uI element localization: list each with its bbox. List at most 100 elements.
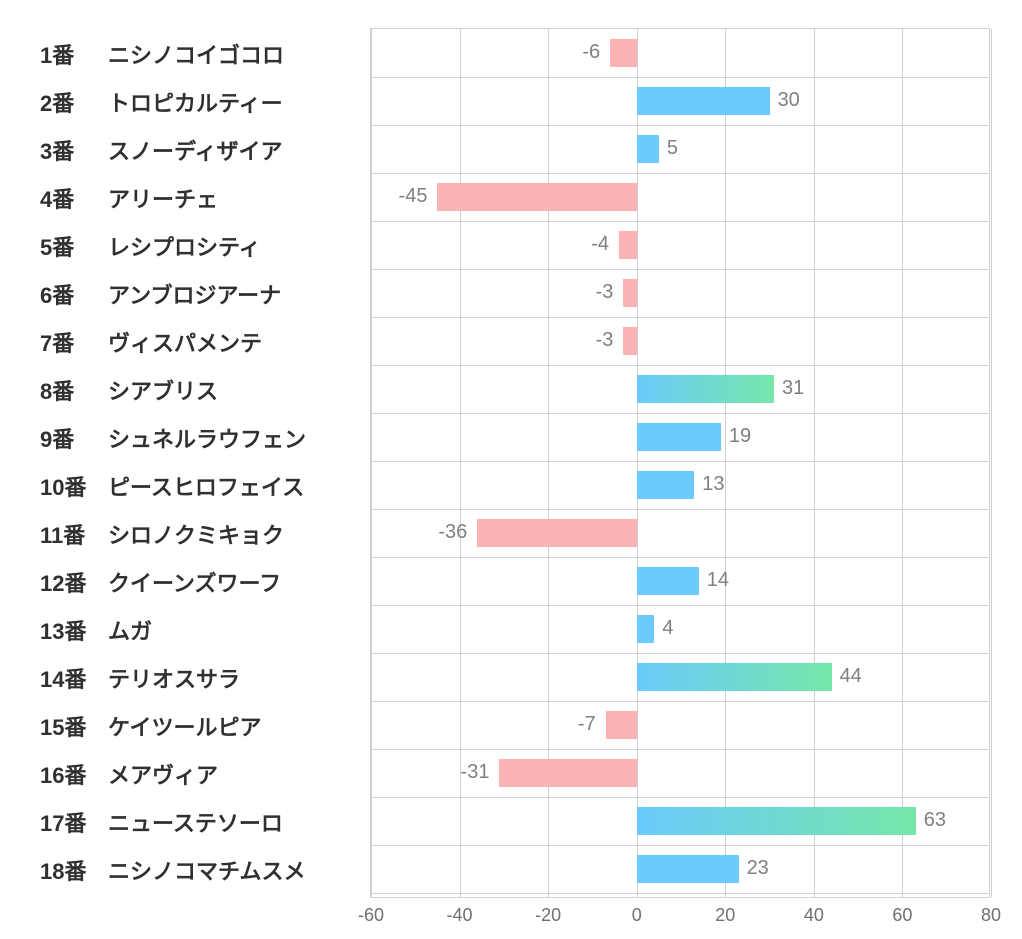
x-tick-label: 0	[632, 897, 642, 926]
bar	[637, 855, 739, 883]
bar	[637, 135, 659, 163]
gridline-horizontal	[371, 317, 989, 318]
entry-name: アンブロジアーナ	[108, 278, 281, 310]
entry-name: ニューステソーロ	[108, 806, 283, 838]
x-tick-label: -40	[447, 897, 473, 926]
gridline-horizontal	[371, 557, 989, 558]
entry-name: レシプロシティ	[108, 230, 261, 262]
bar	[619, 231, 637, 259]
entry-name: テリオスサラ	[108, 662, 240, 694]
gridline-horizontal	[371, 797, 989, 798]
x-tick-label: -20	[535, 897, 561, 926]
bar	[437, 183, 636, 211]
gridline-vertical	[725, 29, 726, 897]
bar	[637, 807, 916, 835]
bar-value-label: -45	[399, 185, 428, 208]
x-tick-label: 80	[981, 897, 1001, 926]
bar-value-label: 13	[702, 473, 724, 496]
entry-name: トロピカルティー	[108, 86, 283, 118]
entry-name: ニシノコイゴコロ	[108, 38, 284, 70]
entry-name: クイーンズワーフ	[108, 566, 281, 598]
gridline-horizontal	[371, 221, 989, 222]
entry-number: 18番	[40, 854, 86, 886]
bar-value-label: 31	[782, 377, 804, 400]
entry-number: 9番	[40, 422, 74, 454]
bar	[637, 87, 770, 115]
entry-name: ピースヒロフェイス	[108, 470, 304, 502]
entry-name: ムガ	[108, 614, 152, 646]
bar-value-label: -31	[461, 761, 490, 784]
entry-number: 4番	[40, 182, 74, 214]
entry-number: 3番	[40, 134, 74, 166]
gridline-horizontal	[371, 461, 989, 462]
gridline-horizontal	[371, 173, 989, 174]
bar	[610, 39, 637, 67]
bar	[623, 279, 636, 307]
bar-value-label: 63	[924, 809, 946, 832]
gridline-vertical	[902, 29, 903, 897]
bar-value-label: -3	[596, 329, 614, 352]
bar	[606, 711, 637, 739]
x-tick-label: -60	[358, 897, 384, 926]
bar-value-label: 44	[840, 665, 862, 688]
gridline-horizontal	[371, 845, 989, 846]
entry-name: シロノクミキョク	[108, 518, 284, 550]
bar-value-label: 14	[707, 569, 729, 592]
entry-number: 15番	[40, 710, 86, 742]
gridline-horizontal	[371, 605, 989, 606]
x-tick-label: 20	[715, 897, 735, 926]
entry-name: アリーチェ	[108, 182, 218, 214]
bar-value-label: -36	[438, 521, 467, 544]
entry-number: 12番	[40, 566, 86, 598]
gridline-horizontal	[371, 653, 989, 654]
entry-number: 5番	[40, 230, 74, 262]
entry-number: 13番	[40, 614, 86, 646]
entry-number: 2番	[40, 86, 74, 118]
entry-name: スノーディザイア	[108, 134, 282, 166]
gridline-horizontal	[371, 509, 989, 510]
gridline-vertical	[814, 29, 815, 897]
bar-value-label: -4	[591, 233, 609, 256]
gridline-horizontal	[371, 125, 989, 126]
x-tick-label: 40	[804, 897, 824, 926]
bar	[477, 519, 636, 547]
entry-name: ケイツールピア	[108, 710, 262, 742]
bar-value-label: 4	[662, 617, 673, 640]
entry-name: ヴィスパメンテ	[108, 326, 262, 358]
gridline-horizontal	[371, 701, 989, 702]
gridline-horizontal	[371, 749, 989, 750]
gridline-horizontal	[371, 269, 989, 270]
entry-number: 6番	[40, 278, 74, 310]
entry-number: 10番	[40, 470, 86, 502]
bar	[637, 471, 695, 499]
bar	[637, 375, 774, 403]
entry-number: 11番	[40, 518, 85, 550]
bar	[623, 327, 636, 355]
gridline-horizontal	[371, 893, 989, 894]
gridline-horizontal	[371, 77, 989, 78]
entry-number: 8番	[40, 374, 74, 406]
bar	[499, 759, 636, 787]
bar-value-label: -6	[582, 41, 600, 64]
entry-name: シュネルラウフェン	[108, 422, 306, 454]
bar	[637, 615, 655, 643]
entry-name: メアヴィア	[108, 758, 218, 790]
bar	[637, 423, 721, 451]
gridline-vertical	[371, 29, 372, 897]
gridline-horizontal	[371, 365, 989, 366]
bar-value-label: 19	[729, 425, 751, 448]
entry-number: 16番	[40, 758, 86, 790]
entry-number: 7番	[40, 326, 74, 358]
bar-value-label: 23	[747, 857, 769, 880]
entry-name: シアブリス	[108, 374, 218, 406]
bar-value-label: -7	[578, 713, 596, 736]
gridline-horizontal	[371, 413, 989, 414]
entry-number: 1番	[40, 38, 74, 70]
bar-value-label: 5	[667, 137, 678, 160]
entry-number: 17番	[40, 806, 86, 838]
entry-number: 14番	[40, 662, 86, 694]
bar	[637, 663, 832, 691]
x-tick-label: 60	[892, 897, 912, 926]
bar	[637, 567, 699, 595]
entry-name: ニシノコマチムスメ	[108, 854, 306, 886]
